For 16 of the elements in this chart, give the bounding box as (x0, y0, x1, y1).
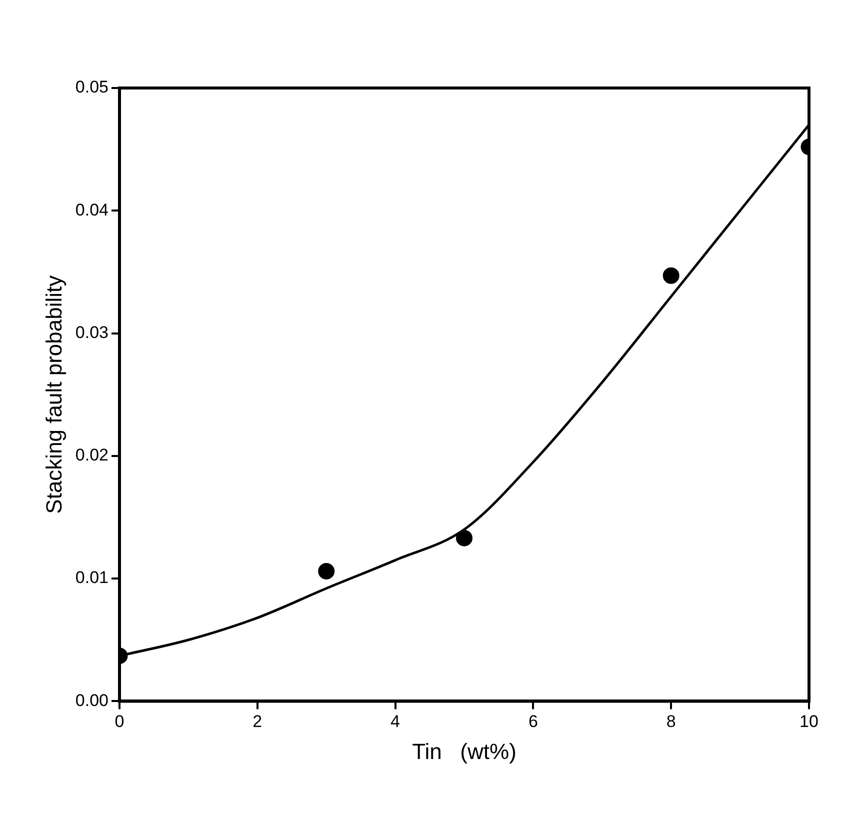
x-tick-label: 6 (528, 712, 538, 732)
x-tick-label: 2 (252, 712, 262, 732)
y-tick-label: 0.03 (75, 322, 108, 342)
y-tick-label: 0.00 (75, 690, 108, 710)
y-tick-label: 0.01 (75, 568, 108, 588)
x-axis-title: Tin (wt%) (412, 738, 516, 764)
y-tick-label: 0.04 (75, 200, 108, 220)
x-tick-label: 10 (800, 712, 818, 732)
x-tick-label: 8 (666, 712, 676, 732)
y-tick-label: 0.02 (75, 446, 108, 465)
x-tick-label: 0 (114, 712, 124, 732)
x-tick-label: 4 (390, 712, 400, 732)
point (318, 562, 335, 580)
point (456, 530, 472, 546)
y-tick-label: 0.05 (75, 78, 108, 97)
y-axis-title: Stacking fault probability (41, 275, 66, 514)
